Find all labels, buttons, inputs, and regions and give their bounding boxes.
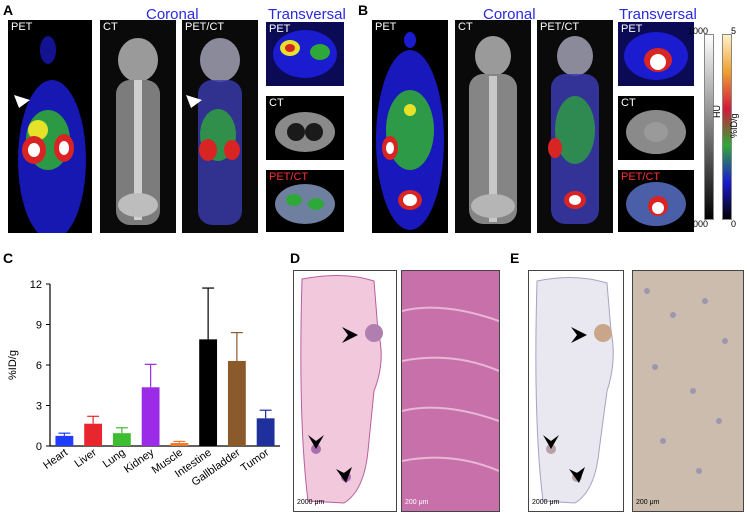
panel-b-petct-label: PET/CT	[540, 21, 580, 33]
pet-min-label: 0	[731, 219, 737, 229]
y-tick-label: 3	[36, 401, 42, 413]
panel-b-pet-coronal-image: PET	[372, 20, 448, 233]
panel-a-trans-petct-label: PET/CT	[269, 171, 309, 183]
panel-b-trans-ct-label: CT	[621, 97, 636, 109]
petct-transversal-shape	[626, 182, 686, 226]
panel-a-trans-ct-label: CT	[269, 97, 284, 109]
hu-axis-label: HU	[712, 105, 722, 118]
petct-transversal-shape	[275, 184, 335, 224]
he-tissue-shape	[300, 274, 383, 504]
y-tick-label: 9	[36, 320, 42, 332]
panel-d-he-overview-image: 2000 μm	[293, 270, 397, 512]
panel-d-he-zoom-image: 200 μm	[401, 270, 500, 512]
bar-kidney	[141, 387, 160, 446]
panel-b-ct-transversal-image: CT	[618, 96, 694, 160]
panel-a-trans-pet-label: PET	[269, 23, 291, 35]
panel-b-ct-label: CT	[458, 21, 473, 33]
panel-d-scale-right: 200 μm	[405, 499, 429, 506]
ihc-zoom-texture	[633, 271, 743, 511]
panel-b-coronal-heading: Coronal	[483, 6, 536, 23]
panel-letter-c: C	[3, 250, 14, 266]
bar-intestine	[199, 339, 218, 446]
ct-transversal-shape	[275, 112, 335, 152]
y-axis-label: %ID/g	[7, 350, 19, 380]
panel-a-petct-transversal-image: PET/CT	[266, 170, 344, 232]
panel-b-trans-petct-label: PET/CT	[621, 171, 661, 183]
panel-b-transversal-heading: Transversal	[619, 6, 697, 23]
pet-transversal-heat	[273, 30, 337, 78]
hu-min-label: -1000	[685, 219, 709, 229]
bar-lung	[112, 433, 131, 446]
y-tick-label: 0	[36, 441, 42, 453]
panel-b-petct-coronal-image: PET/CT	[537, 20, 613, 233]
panel-e-scale-right: 200 μm	[636, 499, 660, 506]
panel-a-ct-coronal-image: CT	[100, 20, 176, 233]
ct-body-shape	[469, 36, 517, 224]
bar-muscle	[170, 443, 189, 446]
panel-a-petct-label: PET/CT	[185, 21, 225, 33]
category-label: Kidney	[122, 446, 157, 475]
panel-b-pet-label: PET	[375, 21, 397, 33]
pet-heat-overlay	[18, 36, 86, 233]
pet-transversal-heat	[624, 32, 688, 80]
panel-letter-a: A	[3, 2, 14, 18]
category-label: Tumor	[239, 446, 272, 474]
panel-a-ct-transversal-image: CT	[266, 96, 344, 160]
ct-body-shape	[116, 38, 160, 225]
ct-transversal-shape	[626, 110, 686, 154]
panel-b-ct-coronal-image: CT	[455, 20, 531, 233]
panel-e-ihc-zoom-image: 200 μm	[632, 270, 744, 512]
y-tick-label: 6	[36, 360, 42, 372]
panel-a-coronal-heading: Coronal	[146, 6, 199, 23]
panel-letter-b: B	[358, 2, 369, 18]
category-label: Heart	[41, 447, 70, 472]
arrow-icon	[14, 95, 30, 108]
panel-e-ihc-overview-image: 2000 μm	[528, 270, 624, 512]
panel-a-pet-label: PET	[11, 21, 33, 33]
he-zoom-texture	[402, 271, 499, 511]
bar-tumor	[256, 418, 275, 446]
hu-colorbar	[704, 34, 714, 220]
bar-gallbladder	[227, 360, 246, 446]
pet-heat-overlay	[376, 32, 444, 230]
panel-letter-e: E	[510, 250, 520, 266]
category-label: Liver	[72, 446, 99, 470]
pet-axis-label: %ID/g	[729, 113, 739, 138]
bar-heart	[55, 435, 74, 446]
panel-a-ct-label: CT	[103, 21, 118, 33]
arrow-icon	[186, 95, 202, 108]
pet-colorbar	[722, 34, 732, 220]
panel-a-transversal-heading: Transversal	[268, 6, 346, 23]
panel-d-scale-left: 2000 μm	[297, 499, 325, 506]
panel-b-trans-pet-label: PET	[621, 23, 643, 35]
panel-a-pet-coronal-image: PET	[8, 20, 92, 233]
panel-b-petct-transversal-image: PET/CT	[618, 170, 694, 232]
ihc-tissue-shape	[535, 276, 614, 504]
panel-letter-d: D	[290, 250, 301, 266]
petct-fused-shape	[548, 36, 599, 224]
panel-e-scale-left: 2000 μm	[532, 499, 560, 506]
y-tick-label: 12	[30, 279, 42, 291]
panel-a-petct-coronal-image: PET/CT	[182, 20, 258, 233]
panel-b-pet-transversal-image: PET	[618, 22, 694, 86]
panel-a-pet-transversal-image: PET	[266, 22, 344, 86]
hu-max-label: 1000	[688, 26, 709, 36]
petct-fused-shape	[198, 38, 242, 225]
bar-liver	[84, 423, 103, 446]
pet-max-label: 5	[731, 26, 737, 36]
